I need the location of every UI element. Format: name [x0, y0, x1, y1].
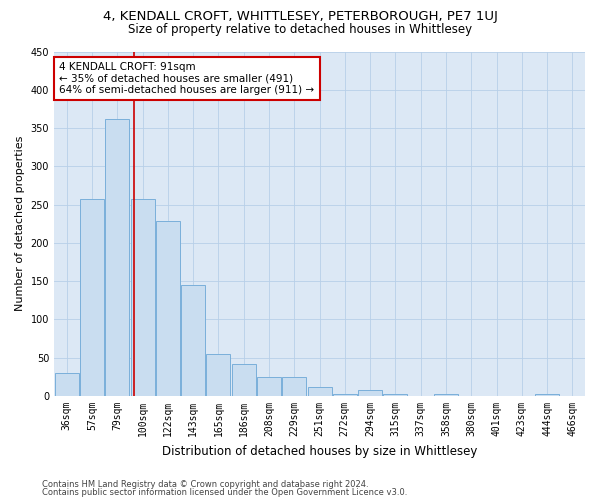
Bar	[156, 222, 180, 396]
Text: Size of property relative to detached houses in Whittlesey: Size of property relative to detached ho…	[128, 22, 472, 36]
Text: 4 KENDALL CROFT: 91sqm
← 35% of detached houses are smaller (491)
64% of semi-de: 4 KENDALL CROFT: 91sqm ← 35% of detached…	[59, 62, 314, 95]
Bar	[232, 364, 256, 396]
Bar	[80, 198, 104, 396]
Bar	[131, 198, 155, 396]
Bar	[308, 387, 332, 396]
Bar	[282, 377, 306, 396]
Bar	[383, 394, 407, 396]
Text: Contains public sector information licensed under the Open Government Licence v3: Contains public sector information licen…	[42, 488, 407, 497]
Bar	[434, 394, 458, 396]
Bar	[206, 354, 230, 396]
Bar	[257, 377, 281, 396]
Bar	[181, 285, 205, 396]
Bar	[333, 394, 357, 396]
Bar	[535, 394, 559, 396]
X-axis label: Distribution of detached houses by size in Whittlesey: Distribution of detached houses by size …	[162, 444, 477, 458]
Bar	[358, 390, 382, 396]
Bar	[105, 119, 129, 396]
Y-axis label: Number of detached properties: Number of detached properties	[15, 136, 25, 312]
Bar	[55, 373, 79, 396]
Text: Contains HM Land Registry data © Crown copyright and database right 2024.: Contains HM Land Registry data © Crown c…	[42, 480, 368, 489]
Text: 4, KENDALL CROFT, WHITTLESEY, PETERBOROUGH, PE7 1UJ: 4, KENDALL CROFT, WHITTLESEY, PETERBOROU…	[103, 10, 497, 23]
